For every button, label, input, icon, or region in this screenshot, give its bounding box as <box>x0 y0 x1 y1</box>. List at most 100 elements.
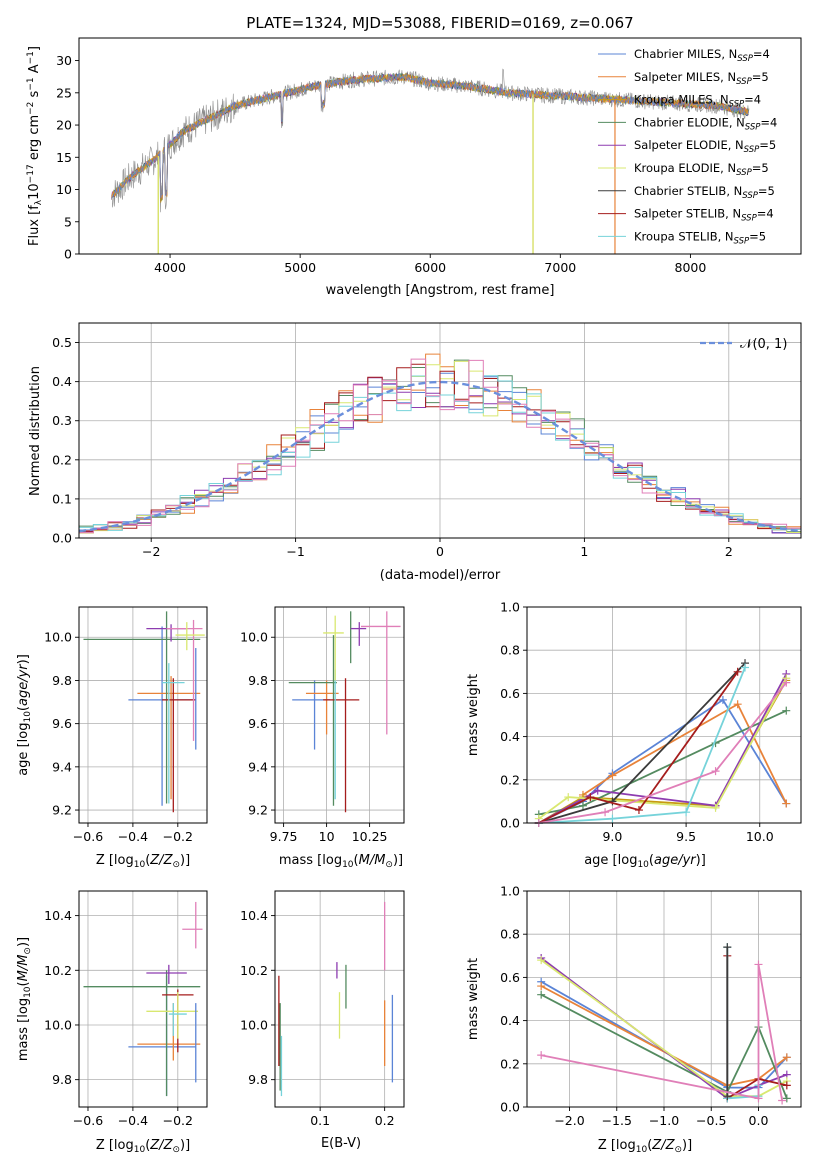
spectrum-xtick-label: 4000 <box>154 260 186 275</box>
mass-vs-EBV-ytick-label: 9.8 <box>248 1072 268 1087</box>
spectrum-frame <box>78 37 802 255</box>
mass-weight-line <box>540 985 788 1087</box>
legend-label: Salpeter STELIB, NSSP=4 <box>634 207 774 224</box>
legend-label-sub: SSP <box>744 145 760 155</box>
residuals-ytick-label: 0.4 <box>52 374 72 389</box>
mass-vs-Z-ytick-label: 10.4 <box>44 908 72 923</box>
gaussian-curve <box>78 380 799 533</box>
mass-weight-vs-Z-ytick-label: 1.0 <box>500 884 520 899</box>
mass-weight-vs-age-ytick-label: 0.8 <box>500 643 520 658</box>
mass-weight-marker <box>578 801 587 810</box>
mass-weight-line <box>538 682 788 824</box>
residuals-ytick-label: 0.0 <box>52 531 72 546</box>
residuals-xtick-label: 1 <box>580 544 588 559</box>
mass-vs-EBV-panel: 0.1 0.2 9.8 10.0 10.2 10.4 E(B-V) <box>240 890 405 1151</box>
mass-weight-line <box>538 671 739 824</box>
spectrum-ytick-label: 20 <box>56 118 72 133</box>
spectrum-ytick-label: 0 <box>64 247 72 262</box>
age-vs-mass-ytick-label: 9.6 <box>248 716 268 731</box>
mass-weight-marker <box>778 1096 787 1105</box>
age-vs-Z-ytick-label: 10.0 <box>44 630 72 645</box>
age-vs-mass-xtick-label: 10.25 <box>352 829 388 844</box>
mass-weight-vs-age-xtick-label: 10.0 <box>746 829 774 844</box>
legend-label-base: Salpeter STELIB, N <box>634 207 741 221</box>
residual-histogram <box>79 353 801 532</box>
mass-weight-marker <box>754 960 763 969</box>
mass-weight-vs-age-ytick-label: 1.0 <box>500 600 520 615</box>
mass-weight-marker <box>601 808 610 817</box>
residuals-panel: −2 −1 0 1 2 0.0 0.1 0.2 0.3 0.4 0.5 (data-model)/e… <box>28 322 802 583</box>
residuals-ytick-label: 0.5 <box>52 335 72 350</box>
mass-weight-line <box>538 677 788 820</box>
residuals-xtick-label: −1 <box>286 544 304 559</box>
residuals-xtick-label: −2 <box>142 544 160 559</box>
spectrum-line <box>111 72 749 200</box>
mass-vs-EBV-frame <box>274 890 405 1108</box>
mass-weight-marker <box>782 1081 791 1090</box>
mass-weight-marker <box>754 1094 763 1103</box>
mass-vs-Z-xtick-label: −0.2 <box>163 1113 193 1128</box>
legend-label-sub: SSP <box>742 191 758 201</box>
mass-weight-line <box>582 702 788 804</box>
mass-weight-vs-Z-xlabel: Z [log10(Z/Z⊙)] <box>598 1138 692 1155</box>
residuals-ytick-label: 0.1 <box>52 491 72 506</box>
age-vs-Z-ylabel: age [log10(age/yr)] <box>16 654 33 776</box>
mass-weight-marker <box>537 982 546 991</box>
legend-label: Salpeter ELODIE, NSSP=5 <box>634 138 776 155</box>
mass-vs-Z-ytick-label: 10.0 <box>44 1017 72 1032</box>
mass-weight-vs-age-xtick-label: 9.0 <box>602 829 622 844</box>
legend-label-sub: SSP <box>737 54 753 64</box>
mass-vs-Z-ytick-label: 9.8 <box>52 1072 72 1087</box>
mass-weight-marker <box>711 767 720 776</box>
residuals-legend: 𝒩(0, 1) <box>700 337 787 352</box>
mass-weight-vs-age-ytick-label: 0.4 <box>500 729 520 744</box>
legend-label-tail: =4 <box>744 93 761 107</box>
age-vs-mass-panel: 9.75 10 10.25 9.2 9.4 9.6 9.8 10.0 mass [log10(… <box>240 606 405 870</box>
age-vs-mass-frame <box>274 606 405 824</box>
legend-label-sub: SSP <box>729 100 745 110</box>
spectrum-ytick-label: 30 <box>56 53 72 68</box>
mass-weight-vs-age-ytick-label: 0.0 <box>500 816 520 831</box>
legend-label-tail: =5 <box>749 229 766 243</box>
mass-weight-marker <box>782 799 791 808</box>
mass-weight-marker <box>723 1092 732 1101</box>
legend-label-tail: =5 <box>758 184 775 198</box>
legend-label-base: Kroupa STELIB, N <box>634 229 734 243</box>
spectrum-ytick-label: 25 <box>56 85 72 100</box>
age-vs-Z-ytick-label: 9.4 <box>52 759 72 774</box>
mass-weight-vs-age-xtick-label: 9.5 <box>676 829 696 844</box>
residuals-xlabel: (data-model)/error <box>380 568 501 583</box>
legend-label-sub: SSP <box>745 122 761 132</box>
mass-weight-vs-age-ytick-label: 0.2 <box>500 772 520 787</box>
mass-weight-marker <box>537 1051 546 1060</box>
spectrum-xtick-label: 8000 <box>675 260 707 275</box>
age-vs-mass-xlabel: mass [log10(M/M⊙)] <box>279 853 403 870</box>
spectrum-ytick-label: 10 <box>56 182 72 197</box>
mass-weight-marker <box>711 803 720 812</box>
legend-label-base: Kroupa MILES, N <box>634 93 729 107</box>
age-vs-Z-ytick-label: 9.6 <box>52 716 72 731</box>
mass-weight-line <box>726 947 760 1100</box>
mass-weight-vs-Z-xtick-label: 0.0 <box>749 1113 769 1128</box>
mass-weight-vs-Z-xtick-label: −2.0 <box>554 1113 584 1128</box>
spectrum-xtick-label: 5000 <box>284 260 316 275</box>
mass-vs-EBV-xtick-label: 0.2 <box>375 1113 395 1128</box>
mass-weight-marker <box>733 667 742 676</box>
legend-label-sub: SSP <box>736 168 752 178</box>
age-vs-mass-xtick-label: 10 <box>319 829 335 844</box>
legend-label-sub: SSP <box>734 236 750 246</box>
legend-label-tail: =4 <box>760 115 777 129</box>
mass-weight-line <box>541 964 783 1101</box>
mass-weight-vs-Z-xtick-label: −1.0 <box>649 1113 679 1128</box>
mass-weight-vs-Z-ytick-label: 0.2 <box>500 1056 520 1071</box>
mass-weight-marker <box>537 956 546 965</box>
legend-label-base: Chabrier STELIB, N <box>634 184 742 198</box>
spectrum-ytick-label: 15 <box>56 150 72 165</box>
spectrum-xtick-label: 7000 <box>544 260 576 275</box>
mass-weight-vs-Z-ytick-label: 0.0 <box>500 1100 520 1115</box>
mass-weight-marker <box>718 695 727 704</box>
mass-weight-marker <box>586 793 595 802</box>
spectrum-ytick-label: 5 <box>64 214 72 229</box>
